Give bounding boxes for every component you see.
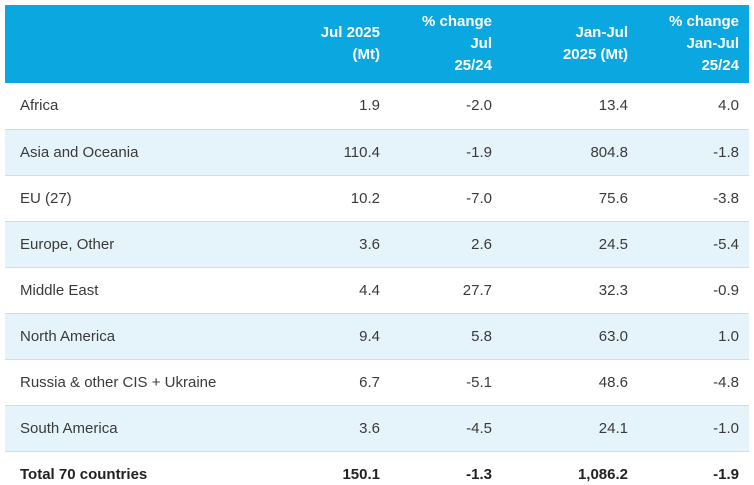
value-cell: -4.5 [390, 404, 502, 451]
value-cell: -1.9 [638, 450, 749, 485]
region-name-cell: EU (27) [5, 174, 255, 221]
table-row: Asia and Oceania 110.4 -1.9 804.8 -1.8 [5, 128, 749, 175]
value-cell: 1.0 [638, 312, 749, 359]
value-cell: 48.6 [502, 358, 638, 405]
value-cell: -2.0 [390, 83, 502, 129]
region-name-cell: North America [5, 312, 255, 359]
value-cell: 3.6 [255, 220, 390, 267]
value-cell: -4.8 [638, 358, 749, 405]
column-header-line: Jan-Jul 25/24 [686, 35, 739, 74]
region-name-cell: Europe, Other [5, 220, 255, 267]
value-cell: 1.9 [255, 83, 390, 129]
region-name-cell: South America [5, 404, 255, 451]
table-row: North America 9.4 5.8 63.0 1.0 [5, 312, 749, 359]
column-header-jan-jul-2025-mt: Jan-Jul 2025 (Mt) [502, 5, 638, 83]
value-cell: 32.3 [502, 266, 638, 313]
value-cell: -1.0 [638, 404, 749, 451]
column-header-line: (Mt) [352, 46, 380, 63]
table-row: Europe, Other 3.6 2.6 24.5 -5.4 [5, 220, 749, 267]
region-name-cell: Middle East [5, 266, 255, 313]
column-header-line: 2025 (Mt) [562, 46, 628, 63]
table-row: South America 3.6 -4.5 24.1 -1.0 [5, 404, 749, 451]
value-cell: 1,086.2 [502, 450, 638, 485]
value-cell: 4.4 [255, 266, 390, 313]
column-header-pct-change-jan-jul: % change Jan-Jul 25/24 [638, 5, 749, 83]
value-cell: 13.4 [502, 83, 638, 129]
value-cell: -0.9 [638, 266, 749, 313]
table-row: Russia & other CIS + Ukraine 6.7 -5.1 48.6-… [5, 358, 749, 405]
table-row: Africa 1.9 -2.0 13.4 4.0 [5, 83, 749, 129]
value-cell: 27.7 [390, 266, 502, 313]
value-cell: 63.0 [502, 312, 638, 359]
column-header-line: % change Jul [421, 13, 492, 52]
region-name-cell: Russia & other CIS + Ukraine [5, 358, 255, 405]
column-header-line: Jul 2025 [320, 24, 380, 41]
steel-production-table: Jul 2025 (Mt) % change Jul 25/24 Jan-Jul… [5, 5, 749, 485]
total-row: Total 70 countries 150.1 -1.3 1,086.2 -1.9 [5, 450, 749, 485]
value-cell: 10.2 [255, 174, 390, 221]
region-name-cell: Africa [5, 83, 255, 129]
region-column-header [5, 5, 255, 83]
column-header-line: % change [668, 13, 739, 30]
value-cell: 110.4 [255, 128, 390, 175]
value-cell: 5.8 [390, 312, 502, 359]
value-cell: -1.3 [390, 450, 502, 485]
column-header-jul-2025-mt: Jul 2025 (Mt) [255, 5, 390, 83]
value-cell: 2.6 [390, 220, 502, 267]
value-cell: -1.9 [390, 128, 502, 175]
value-cell: 75.6 [502, 174, 638, 221]
value-cell: -3.8 [638, 174, 749, 221]
header-row: Jul 2025 (Mt) % change Jul 25/24 Jan-Jul… [5, 5, 749, 83]
value-cell: 24.5 [502, 220, 638, 267]
region-name-cell: Total 70 countries [5, 450, 255, 485]
value-cell: -5.1 [390, 358, 502, 405]
column-header-line: 25/24 [454, 57, 492, 74]
value-cell: 4.0 [638, 83, 749, 129]
table-body: Africa 1.9 -2.0 13.4 4.0 Asia and Oceania 110.… [5, 83, 749, 485]
table-row: EU (27) 10.2 -7.0 75.6 -3.8 [5, 174, 749, 221]
value-cell: 150.1 [255, 450, 390, 485]
value-cell: 6.7 [255, 358, 390, 405]
column-header-pct-change-jul: % change Jul 25/24 [390, 5, 502, 83]
value-cell: -1.8 [638, 128, 749, 175]
region-name-cell: Asia and Oceania [5, 128, 255, 175]
value-cell: 804.8 [502, 128, 638, 175]
value-cell: -5.4 [638, 220, 749, 267]
value-cell: 3.6 [255, 404, 390, 451]
value-cell: -7.0 [390, 174, 502, 221]
column-header-line: Jan-Jul [575, 24, 628, 41]
value-cell: 24.1 [502, 404, 638, 451]
table-row: Middle East 4.4 27.7 32.3 -0.9 [5, 266, 749, 313]
value-cell: 9.4 [255, 312, 390, 359]
